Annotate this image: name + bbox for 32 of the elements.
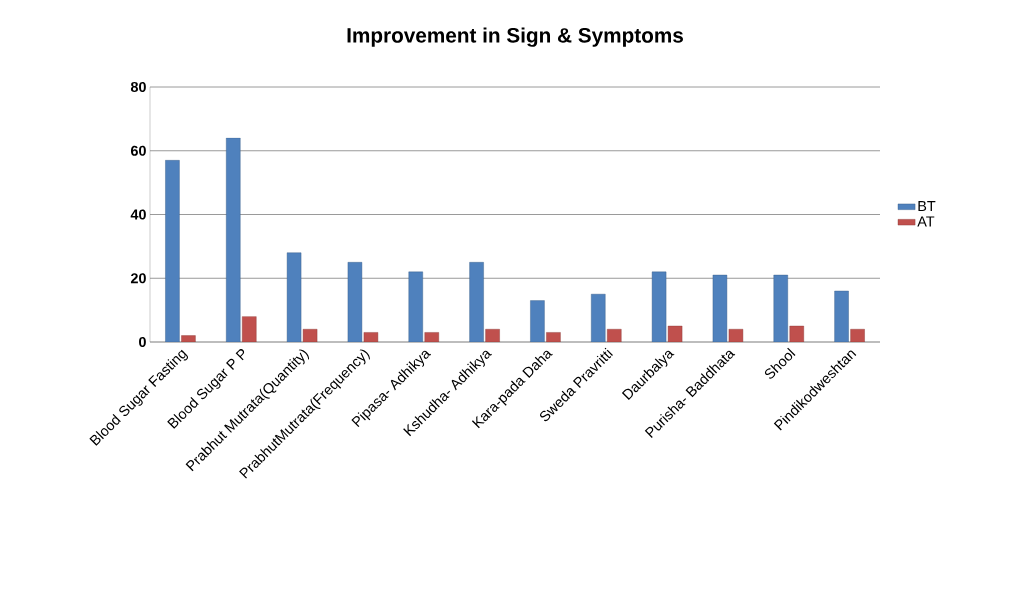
bar [286,252,302,342]
chart-title: Improvement in Sign & Symptoms [347,27,683,47]
bar [226,137,241,342]
bar [469,262,484,342]
bar [165,160,180,342]
bar [408,271,423,342]
bar [591,293,606,342]
bar [181,335,196,342]
bar [607,329,622,342]
bar [530,300,545,342]
legend-label: BT [918,201,936,211]
bar [347,262,363,342]
y-tick-label: 40 [130,209,146,220]
y-tick-label: 80 [130,81,146,93]
bar [667,325,683,342]
bar [302,329,318,342]
legend-label: AT [917,216,935,227]
bar [485,329,500,342]
bar [651,271,667,342]
bar [546,332,561,342]
bar [850,329,865,342]
y-tick-label: 60 [130,145,146,156]
bar [712,274,728,342]
bar [242,316,257,342]
y-tick-label: 20 [130,273,146,284]
bar [728,329,744,342]
y-tick-label: 0 [139,336,146,348]
bar [424,332,439,342]
bar [834,290,849,342]
bar [363,332,379,342]
bar [789,325,804,342]
bar [773,274,788,342]
